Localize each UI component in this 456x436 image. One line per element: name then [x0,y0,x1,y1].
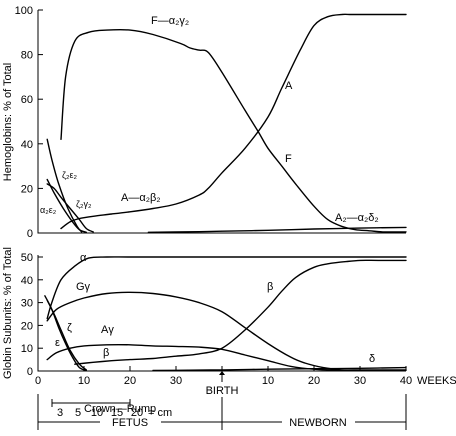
top-y-ticks [38,9,43,189]
crown-rump-value-10: 10 [91,407,103,419]
xtick-fetal-10: 10 [78,375,90,387]
bottom-ytick-50: 50 [21,252,33,264]
xtick-fetal-20: 20 [124,375,136,387]
series-label-zeta2-epsilon2: ζ₂ε₂ [62,170,77,180]
newborn-label: NEWBORN [289,417,347,429]
series-label-beta-right: β [267,281,273,293]
top-y-axis-label: Hemoglobins: % of Total [2,63,14,181]
top-ytick-60: 60 [21,94,33,106]
bottom-ytick-0: 0 [27,366,33,378]
bottom-y-ticks [38,256,43,349]
crown-rump-unit: = cm [148,407,172,419]
top-ytick-80: 80 [21,50,33,62]
top-panel: 100 80 60 40 20 0 Hemoglobins: % of Tota… [2,5,407,240]
fetus-label: FETUS [112,417,148,429]
series-line-beta [74,259,407,365]
top-ytick-0: 0 [27,228,33,240]
xtick-newborn-20: 20 [308,375,320,387]
crown-rump-value-15: 15 [111,407,123,419]
series-label-epsilon: ε [55,337,60,349]
top-ytick-100: 100 [15,5,33,17]
series-label-zeta2-gamma2: ζ₂γ₂ [76,199,92,209]
series-line-hba [60,13,407,230]
xtick-0: 0 [35,375,41,387]
xtick-birth: BIRTH [206,385,239,397]
x-tick-labels: 0 10 20 30 BIRTH 10 20 30 40 [35,375,412,397]
crown-rump-value-3: 3 [57,407,63,419]
bottom-y-axis-label: Globin Subunits: % of Total [2,247,14,379]
top-ytick-40: 40 [21,139,33,151]
crown-rump-value-20: 20 [131,407,143,419]
series-label-beta: β [103,347,109,359]
series-label-f-curve: F [285,153,292,165]
series-line-zeta2-epsilon2 [46,138,83,233]
series-line-alpha2-epsilon2 [46,178,87,233]
bottom-panel: 50 40 30 20 10 0 Globin Subunits: % of T… [2,247,456,397]
crown-rump-label: Crown—Rump [84,403,156,415]
series-label-zeta: ζ [67,322,72,334]
phase-brackets: FETUS NEWBORN [37,394,407,430]
series-label-delta: δ [369,353,375,365]
series-line-delta [152,366,407,372]
series-label-a-gamma: Aγ [101,324,114,336]
bottom-ytick-30: 30 [21,298,33,310]
xtick-newborn-10: 10 [262,375,274,387]
series-line-alpha [46,256,407,320]
xtick-newborn-40: 40 [400,375,412,387]
top-y-tick-labels: 100 80 60 40 20 0 [15,5,33,240]
xtick-newborn-30: 30 [354,375,366,387]
series-line-epsilon [44,295,87,371]
series-line-hbf [60,28,407,233]
bottom-axes [37,255,406,372]
bottom-ytick-40: 40 [21,275,33,287]
series-label-g-gamma: Gγ [76,281,91,293]
bottom-y-tick-labels: 50 40 30 20 10 0 [21,252,33,378]
top-axes [37,10,406,234]
xtick-fetal-30: 30 [170,375,182,387]
bottom-ytick-10: 10 [21,343,33,355]
series-label-hbf: F—α₂γ₂ [151,15,189,27]
crown-rump-value-5: 5 [75,407,81,419]
series-label-alpha2-epsilon2: α₂ε₂ [40,205,57,215]
series-label-a-curve: A [285,80,293,92]
series-label-hba2: A₂—α₂δ₂ [335,212,379,224]
x-axis-label: WEEKS [417,375,456,387]
series-label-alpha: α [80,252,87,264]
series-label-hba: A—α₂β₂ [121,192,161,204]
crown-rump-scale: Crown—Rump 3 5 10 15 20 = cm [51,399,172,419]
bottom-ytick-20: 20 [21,320,33,332]
series-line-hba2 [147,226,407,233]
series-line-a-gamma [46,343,407,372]
birth-arrow [219,371,225,382]
series-line-zeta2-gamma2 [46,183,94,233]
top-ytick-20: 20 [21,183,33,195]
